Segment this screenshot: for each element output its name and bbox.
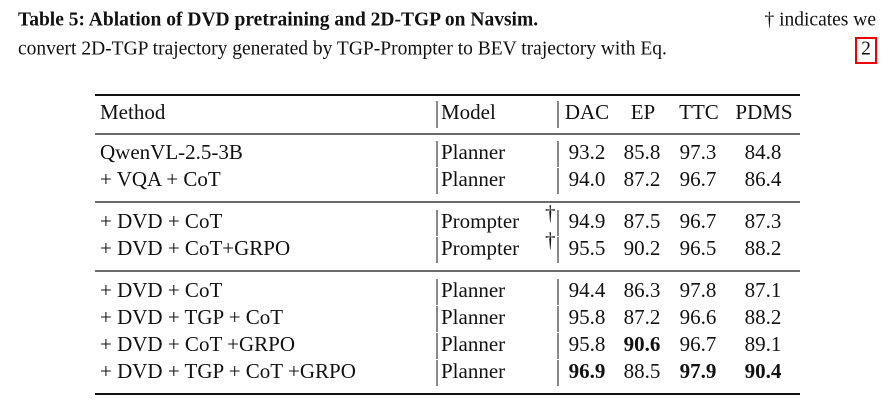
model-note: † — [545, 201, 556, 225]
value-cell: 94.0 — [569, 167, 606, 191]
value-cell: 87.5 — [624, 209, 661, 233]
value-cell: 94.9 — [569, 209, 606, 233]
header-cell: TTC — [679, 100, 719, 124]
model-cell: Planner — [441, 140, 505, 164]
value-cell: 87.2 — [624, 305, 661, 329]
model-cell: Planner — [441, 167, 505, 191]
value-cell: 97.3 — [680, 140, 717, 164]
value-cell: 88.2 — [745, 305, 782, 329]
caption-ref[interactable]: 2 — [861, 38, 871, 59]
value-cell: 88.5 — [624, 359, 661, 383]
model-cell: Prompter — [441, 236, 519, 260]
value-cell: 96.9 — [569, 359, 606, 383]
value-cell: 96.6 — [680, 305, 717, 329]
value-cell: 90.4 — [745, 359, 782, 383]
header-cell: PDMS — [735, 100, 792, 124]
value-cell: 97.8 — [680, 278, 717, 302]
value-cell: 95.8 — [569, 305, 606, 329]
model-cell: Planner — [441, 305, 505, 329]
model-cell: Planner — [441, 359, 505, 383]
method-cell: + DVD + TGP + CoT +GRPO — [100, 359, 356, 383]
method-cell: + DVD + CoT — [100, 209, 222, 233]
value-cell: 89.1 — [745, 332, 782, 356]
header-cell: DAC — [565, 100, 609, 124]
header-cell: Method — [100, 100, 166, 124]
value-cell: 90.2 — [624, 236, 661, 260]
model-cell: Planner — [441, 332, 505, 356]
value-cell: 87.1 — [745, 278, 782, 302]
model-cell: Planner — [441, 278, 505, 302]
value-cell: 95.5 — [569, 236, 606, 260]
method-cell: + DVD + CoT — [100, 278, 222, 302]
model-note: † — [545, 228, 556, 252]
method-cell: + VQA + CoT — [100, 167, 221, 191]
value-cell: 95.8 — [569, 332, 606, 356]
value-cell: 96.7 — [680, 167, 717, 191]
value-cell: 85.8 — [624, 140, 661, 164]
model-cell: Prompter — [441, 209, 519, 233]
value-cell: 97.9 — [680, 359, 717, 383]
method-cell: + DVD + CoT +GRPO — [100, 332, 295, 356]
value-cell: 96.7 — [680, 332, 717, 356]
header-cell: Model — [441, 100, 496, 124]
value-cell: 94.4 — [569, 278, 606, 302]
caption-text: † indicates we — [764, 9, 876, 30]
caption-text: convert 2D-TGP trajectory generated by T… — [18, 38, 667, 59]
value-cell: 84.8 — [745, 140, 782, 164]
value-cell: 96.7 — [680, 209, 717, 233]
method-cell: + DVD + CoT+GRPO — [100, 236, 290, 260]
caption-label: Table 5: Ablation of DVD pretraining and… — [18, 9, 538, 30]
value-cell: 87.3 — [745, 209, 782, 233]
value-cell: 96.5 — [680, 236, 717, 260]
value-cell: 93.2 — [569, 140, 606, 164]
method-cell: QwenVL-2.5-3B — [100, 140, 243, 164]
value-cell: 87.2 — [624, 167, 661, 191]
value-cell: 86.4 — [745, 167, 782, 191]
table: Method Model DAC EP TTC PDMS QwenVL-2.5-3B Plan… — [95, 94, 800, 395]
value-cell: 88.2 — [745, 236, 782, 260]
header-cell: EP — [631, 100, 656, 124]
ref-box — [855, 37, 877, 64]
value-cell: 86.3 — [624, 278, 661, 302]
value-cell: 90.6 — [624, 332, 661, 356]
method-cell: + DVD + TGP + CoT — [100, 305, 283, 329]
